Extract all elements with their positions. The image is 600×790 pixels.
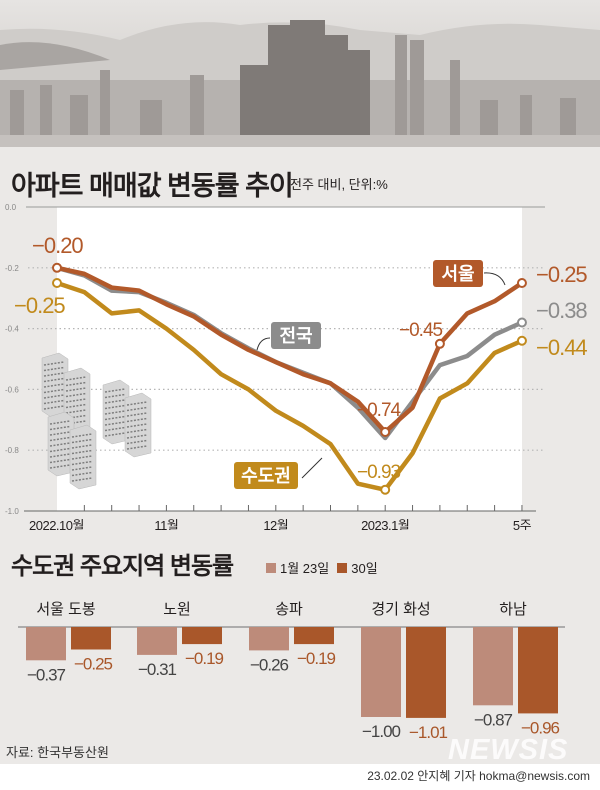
plot-area: [57, 207, 522, 511]
bar-chart-title: 수도권 주요지역 변동률: [11, 553, 234, 580]
data-point-marker: [516, 335, 527, 346]
bar-jan30: [518, 627, 558, 714]
line-chart: 0.0 -0.2 -0.4 -0.6 -0.8 -1.0 2022.10월 11월 12월 20…: [5, 203, 588, 530]
bar-jan23: [137, 627, 177, 655]
bar-value-label: −0.19: [185, 649, 224, 668]
bar-value-label: −0.31: [138, 660, 177, 679]
y-tick-label: -0.4: [5, 325, 19, 334]
data-point-marker: [516, 278, 527, 288]
series-line-seoul: [56, 265, 524, 435]
series-name-box-capital: [234, 462, 298, 489]
bar-jan23: [361, 627, 401, 717]
y-tick-label: -1.0: [5, 507, 19, 516]
y-tick-label: -0.8: [5, 446, 19, 455]
data-source: 자료: 한국부동산원: [6, 745, 109, 760]
series-name-capital: 수도권: [241, 466, 291, 486]
data-point-marker: [52, 262, 62, 273]
chart-title: 아파트 매매값 변동률 추이: [11, 171, 294, 201]
data-point-marker: [380, 484, 391, 495]
bar-value-label: −0.96: [521, 718, 560, 737]
x-tick-label: 5주: [513, 518, 532, 530]
bar-jan23: [249, 627, 289, 651]
series-line-capital: [56, 280, 523, 492]
bar-legend: 1월 23일 30일: [266, 558, 378, 577]
data-point-marker: [380, 426, 391, 437]
x-tick-label: 2023.1월: [361, 518, 409, 530]
bar-jan30: [406, 627, 446, 718]
series-name-box-nation: [271, 322, 321, 349]
bar-value-label: −0.25: [74, 655, 113, 674]
bar-jan23: [26, 627, 66, 661]
data-point-marker: [516, 317, 527, 328]
pointer-arrow-icon: [483, 272, 506, 286]
bar-category-label: 서울 도봉: [36, 601, 95, 618]
pointer-arrow-icon: [256, 337, 271, 351]
bar-value-label: −1.01: [409, 723, 448, 742]
series-name-box-seoul: [433, 260, 483, 287]
bar-jan30: [182, 627, 222, 645]
data-point-marker: [52, 278, 62, 288]
chart-unit-note: 전주 대비, 단위:%: [290, 177, 388, 192]
legend-swatch-jan23: [266, 562, 276, 573]
pointer-arrow-icon: [301, 457, 323, 479]
value-label-seoul: −0.25: [536, 262, 587, 287]
apartment-buildings-icon: [41, 352, 152, 490]
series-name-seoul: 서울: [441, 264, 474, 284]
bar-category-label: 하남: [499, 601, 527, 618]
value-label-capital: −0.93: [357, 462, 401, 483]
bar-value-label: −0.87: [474, 710, 513, 729]
bar-value-label: −0.19: [297, 649, 336, 668]
city-skyline-photo: [0, 0, 600, 147]
skyline-illustration: [0, 20, 600, 147]
x-tick-label: 2022.10월: [29, 518, 84, 530]
value-label-nation: −0.38: [536, 298, 587, 323]
bar-value-label: −1.00: [362, 722, 401, 741]
legend-label-jan23: 1월 23일: [280, 561, 330, 576]
x-tick-label: 12월: [263, 518, 288, 530]
byline-credit: 23.02.02 안지혜 기자 hokma@newsis.com: [367, 769, 590, 783]
legend-label-jan30: 30일: [351, 561, 378, 576]
value-label-capital: −0.25: [14, 293, 65, 318]
data-point-marker: [434, 338, 445, 349]
bar-value-label: −0.37: [27, 665, 66, 684]
bar-chart: 서울 도봉 −0.37 −0.25 노원 −0.31 −0.19 송파 −0.26 −0.19 경…: [18, 601, 565, 742]
y-tick-label: -0.6: [5, 385, 19, 394]
x-tick-label: 11월: [154, 518, 178, 530]
value-label-capital: −0.44: [536, 335, 587, 360]
series-name-nation: 전국: [279, 326, 312, 346]
bar-jan23: [473, 627, 513, 706]
newsis-logo: NEWSIS: [448, 734, 569, 766]
y-tick-label: -0.2: [5, 264, 19, 273]
bar-category-label: 경기 화성: [371, 601, 430, 618]
value-label-seoul: −0.45: [399, 320, 443, 341]
bar-jan30: [71, 627, 111, 650]
value-label-seoul: −0.74: [357, 400, 402, 421]
bar-category-label: 노원: [163, 601, 191, 618]
y-tick-label: 0.0: [5, 203, 17, 212]
value-label-seoul: −0.20: [32, 233, 83, 258]
bar-category-label: 송파: [275, 601, 303, 618]
bar-jan30: [294, 627, 334, 645]
bar-value-label: −0.26: [250, 655, 289, 674]
legend-swatch-jan30: [337, 562, 348, 573]
